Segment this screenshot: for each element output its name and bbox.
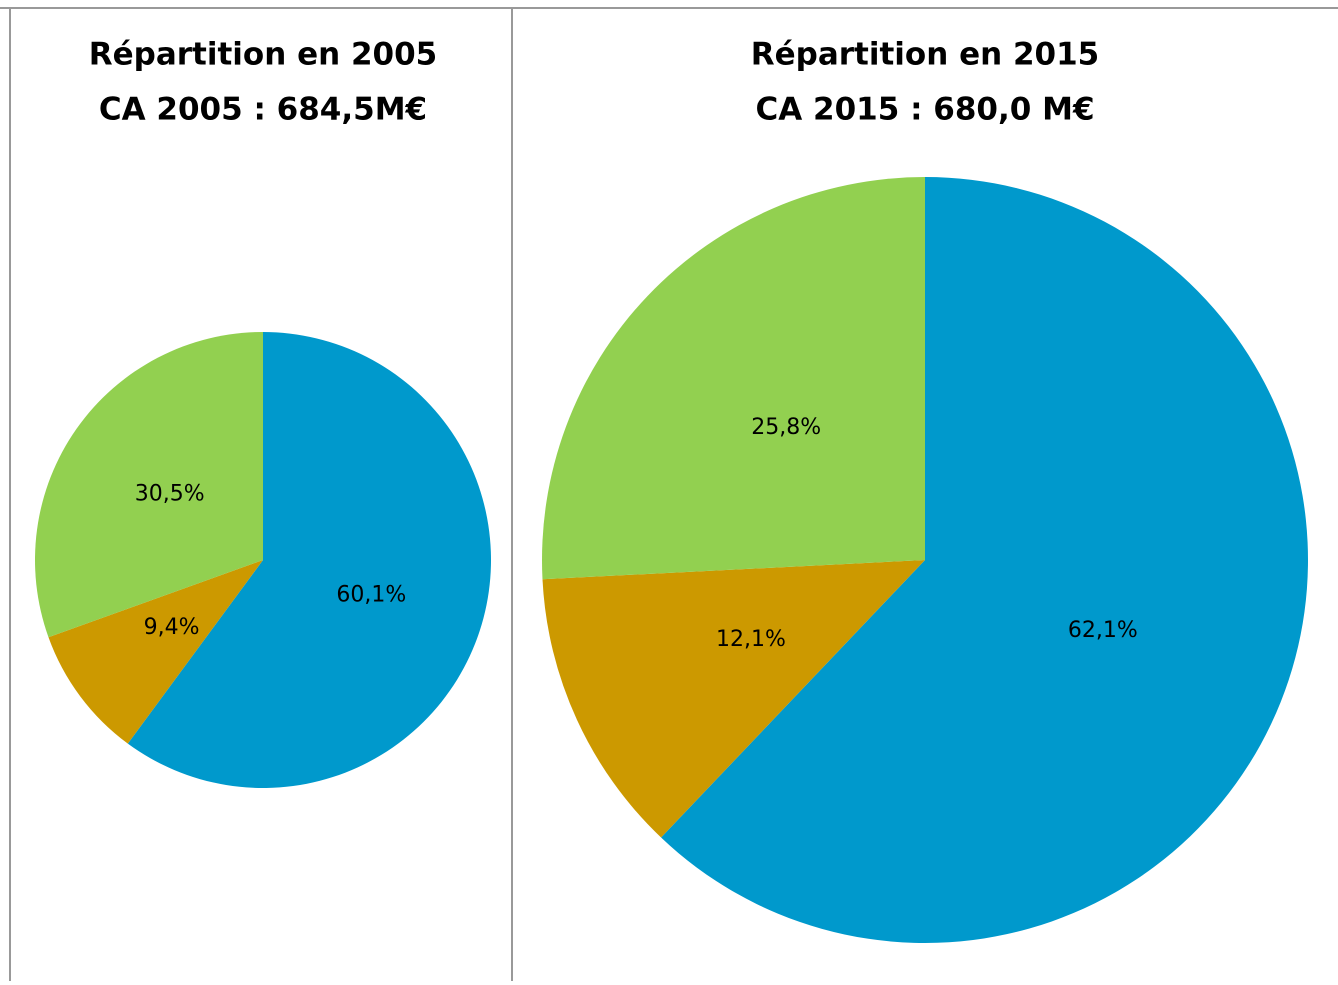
pie-slice [542, 177, 925, 580]
data-label: 30,5% [135, 481, 205, 506]
chart-subtitle: CA 2015 : 680,0 M€ [755, 92, 1094, 128]
pie-slice [48, 560, 263, 744]
data-label: 60,1% [336, 583, 406, 608]
data-label: 12,1% [716, 627, 786, 652]
data-label: 25,8% [751, 415, 821, 440]
chart-title: Répartition en 2015 [751, 37, 1100, 73]
pie-slice [542, 560, 925, 838]
pie-slice [661, 177, 1308, 943]
data-label: 62,1% [1068, 618, 1138, 643]
chart-subtitle: CA 2005 : 684,5M€ [99, 92, 427, 128]
pie-slice [127, 332, 492, 788]
pie-slice [34, 331, 264, 638]
chart-title: Répartition en 2005 [89, 37, 438, 73]
data-label: 9,4% [144, 615, 200, 640]
